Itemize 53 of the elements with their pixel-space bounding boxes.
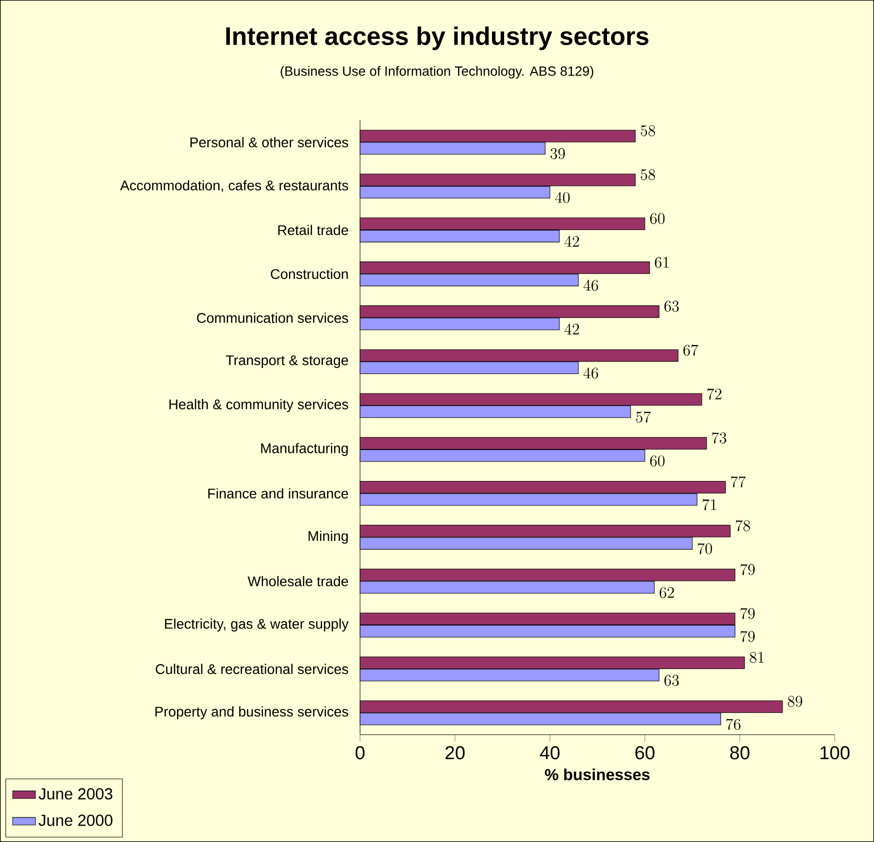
data-label: 79 [740,564,755,576]
data-label: 42 [564,236,579,247]
y-tick-label: Mining [308,530,348,544]
data-label: 77 [731,476,746,488]
y-tick-label: Finance and insurance [208,488,348,498]
data-label: 89 [788,696,802,707]
y-tick-label: Wholesale trade [248,576,348,586]
x-tick-label: 60 [635,746,654,760]
x-tick-label: 40 [540,746,560,760]
chart-subtitle: (Business Use of Information Technology. ABS 8129) [280,66,594,78]
data-label: 81 [750,652,764,663]
y-tick-label: Retail trade [278,224,348,236]
y-tick-label: Manufacturing [261,442,348,456]
y-tick-label: Transport & storage [226,355,348,368]
data-label: 42 [564,324,579,334]
data-label: 70 [698,543,712,554]
x-tick-label: 0 [356,746,365,760]
data-label: 79 [740,630,755,642]
data-label: 46 [584,368,598,379]
data-label: 57 [636,411,651,423]
y-tick-label: Cultural & recreational services [156,664,348,674]
data-label: 58 [640,125,656,136]
y-tick-label: Communication services [197,312,348,323]
data-label: 46 [584,280,598,291]
legend-label: June 2000 [38,814,112,826]
data-label: 62 [660,587,674,598]
x-tick-label: 100 [820,746,850,760]
data-label: 78 [736,520,750,532]
data-label: 72 [707,388,722,400]
data-label: 39 [550,148,565,160]
y-tick-label: Accommodation, cafes & restaurants [120,180,348,192]
legend-label: June 2003 [38,788,112,800]
data-label: 71 [702,499,716,510]
data-label: 61 [654,256,669,268]
x-tick-label: 20 [446,746,465,760]
data-label: 40 [555,192,570,204]
data-label: 76 [726,718,740,730]
data-label: 60 [650,455,665,466]
data-label: 79 [740,608,755,620]
data-label: 58 [640,169,656,180]
y-tick-label: Property and business services [155,706,348,720]
x-axis-title: % businesses [544,768,650,780]
y-tick-label: Personal & other services [190,137,348,148]
data-label: 63 [664,300,679,312]
chart-title: Internet access by industry sectors [226,26,648,50]
y-tick-label: Electricity, gas & water supply [165,618,349,632]
x-tick-label: 80 [730,746,750,760]
data-label: 73 [712,432,726,444]
data-label: 63 [664,674,679,686]
y-tick-label: Construction [270,268,348,280]
y-tick-label: Health & community services [169,399,348,412]
data-label: 67 [683,344,698,356]
data-label: 60 [650,213,665,224]
